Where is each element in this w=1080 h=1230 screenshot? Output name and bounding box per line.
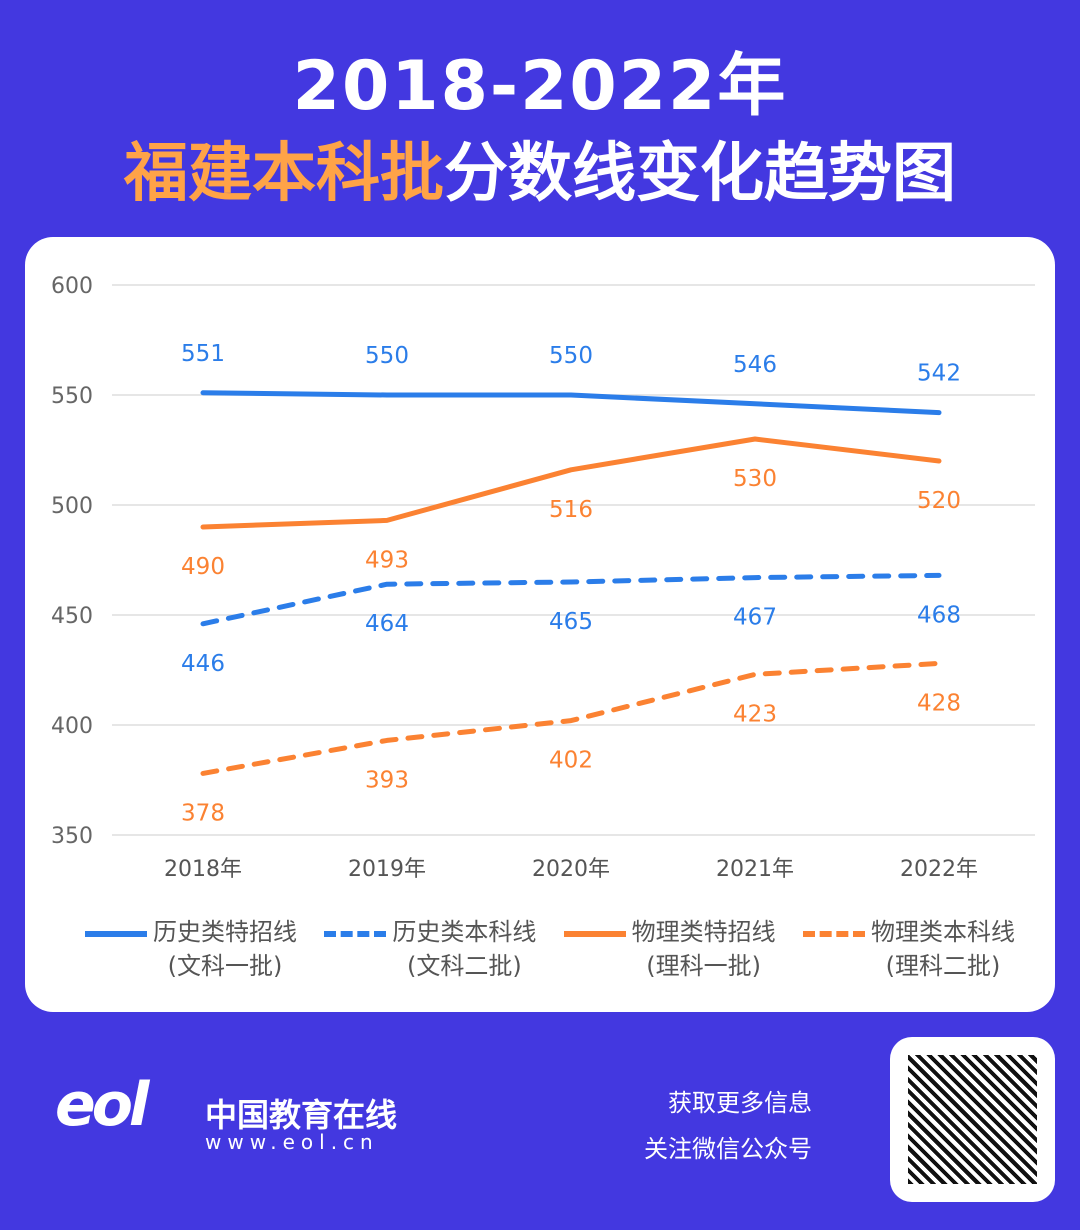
y-tick-label: 450 <box>51 604 93 629</box>
legend-label: 历史类特招线 <box>153 918 297 946</box>
data-label: 402 <box>549 748 593 774</box>
data-label: 550 <box>365 343 409 369</box>
series-line <box>200 660 942 776</box>
chart-card <box>25 237 1055 1012</box>
data-label: 465 <box>549 609 593 635</box>
legend-swatch <box>324 931 387 937</box>
legend-label: 物理类本科线 <box>870 918 1015 946</box>
legend-sublabel: (理科二批) <box>885 952 1001 980</box>
legend-item: 历史类特招线 (文科一批) <box>85 915 297 983</box>
x-tick-label: 2019年 <box>348 857 426 882</box>
data-label: 468 <box>917 602 961 628</box>
title-years: 2018-2022年 <box>292 47 788 126</box>
title-main: 福建本科批分数线变化趋势图 <box>0 122 1080 214</box>
x-tick-label: 2020年 <box>532 857 610 882</box>
data-label: 516 <box>549 497 593 523</box>
series-line <box>200 572 942 627</box>
legend-swatch <box>563 931 626 937</box>
x-tick-label: 2021年 <box>716 857 794 882</box>
legend-sublabel: (理科一批) <box>646 952 762 980</box>
data-label: 378 <box>181 800 225 826</box>
data-label: 393 <box>365 767 409 793</box>
data-label: 551 <box>181 341 225 367</box>
data-label: 550 <box>549 343 593 369</box>
follow-text: 获取更多信息 关注微信公众号 <box>644 1080 812 1172</box>
logo-mark: eol <box>55 1070 150 1140</box>
data-label: 490 <box>181 554 225 580</box>
follow-line-1: 获取更多信息 <box>668 1089 812 1117</box>
data-label: 530 <box>733 466 777 492</box>
brand-url: www.eol.cn <box>205 1130 379 1154</box>
y-tick-label: 350 <box>51 824 93 849</box>
legend-swatch <box>802 931 865 937</box>
title-highlight: 福建本科批 <box>124 137 444 211</box>
data-label: 520 <box>917 488 961 514</box>
y-tick-label: 600 <box>51 274 93 299</box>
data-label: 464 <box>365 611 409 637</box>
qr-code-image <box>908 1055 1037 1184</box>
legend-item: 历史类本科线 (文科二批) <box>324 915 536 983</box>
series-line <box>200 390 942 416</box>
data-label: 546 <box>733 352 777 378</box>
legend-item: 物理类本科线 (理科二批) <box>802 915 1015 983</box>
data-label: 467 <box>733 605 777 631</box>
series-line <box>200 436 942 530</box>
y-tick-label: 500 <box>51 494 93 519</box>
data-label: 423 <box>733 701 777 727</box>
legend-sublabel: (文科二批) <box>406 952 522 980</box>
x-tick-label: 2022年 <box>900 857 978 882</box>
y-tick-label: 400 <box>51 714 93 739</box>
follow-line-2: 关注微信公众号 <box>644 1135 812 1163</box>
brand-name: 中国教育在线 <box>205 1096 398 1134</box>
x-tick-label: 2018年 <box>164 857 242 882</box>
legend-label: 物理类特招线 <box>631 918 776 946</box>
qr-code[interactable] <box>890 1037 1055 1202</box>
data-label: 428 <box>917 690 961 716</box>
legend-item: 物理类特招线 (理科一批) <box>563 915 776 983</box>
legend-swatch <box>85 931 147 937</box>
data-label: 446 <box>181 651 225 677</box>
legend-sublabel: (文科一批) <box>167 952 283 980</box>
data-label: 542 <box>917 361 961 387</box>
title-rest: 分数线变化趋势图 <box>444 137 956 211</box>
data-label: 493 <box>365 547 409 573</box>
legend-label: 历史类本科线 <box>392 918 537 946</box>
y-tick-label: 550 <box>51 384 93 409</box>
legend: 历史类特招线 (文科一批) 历史类本科线 (文科二批) 物理类特招线 (理科一批) 物… <box>85 915 1015 983</box>
